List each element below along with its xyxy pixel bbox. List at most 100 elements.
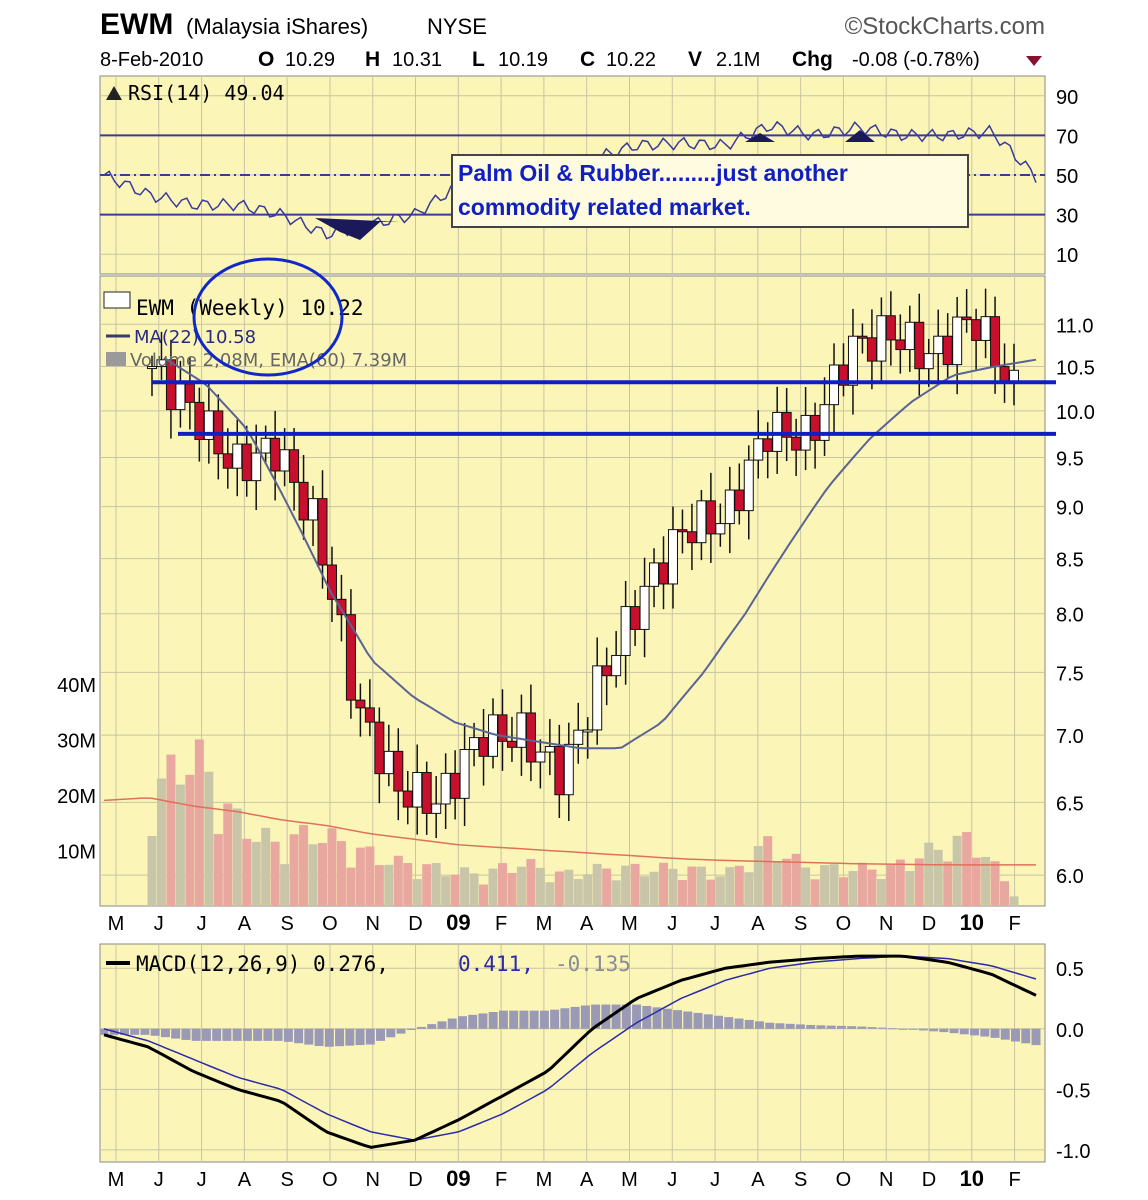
volume-bar: [441, 876, 451, 906]
candle-body: [412, 771, 423, 808]
x-tick-label: J: [154, 1169, 164, 1191]
macd-histogram-bar: [314, 1028, 324, 1047]
candle-body: [895, 339, 906, 351]
rsi-tick-label: 90: [1056, 87, 1078, 109]
macd-histogram-bar: [396, 1028, 406, 1034]
volume-bar: [838, 877, 848, 906]
volume-bar: [365, 846, 375, 906]
macd-histogram-bar: [160, 1028, 170, 1038]
low-label: L: [472, 48, 485, 71]
x-tick-label: 09: [446, 910, 470, 935]
volume-bar: [895, 859, 905, 906]
volume-bar: [801, 867, 811, 906]
volume-bar: [621, 865, 631, 906]
macd-histogram-bar: [1031, 1028, 1041, 1046]
volume-bar: [715, 876, 725, 906]
volume-bar: [251, 841, 261, 906]
x-tick-label: F: [1008, 913, 1020, 935]
macd-histogram-bar: [611, 1004, 621, 1029]
annotation-line-1: Palm Oil & Rubber.........just another: [458, 160, 848, 186]
candle-body: [952, 316, 963, 366]
open-value: 10.29: [285, 49, 335, 71]
macd-histogram-bar: [652, 1007, 662, 1029]
candle-body: [554, 745, 565, 796]
macd-histogram-bar: [580, 1005, 590, 1029]
macd-histogram-bar: [427, 1024, 437, 1029]
candle-body: [383, 750, 394, 775]
macd-histogram-bar: [498, 1010, 508, 1029]
macd-histogram-bar: [806, 1024, 816, 1029]
candle-body: [781, 411, 792, 438]
candle-body: [620, 606, 631, 656]
candle-body: [592, 665, 603, 731]
candle-body: [611, 654, 622, 677]
annotation-line-2: commodity related market.: [458, 194, 751, 220]
x-tick-label: A: [751, 913, 765, 935]
volume-ema-line: [103, 797, 1036, 866]
macd-histogram-bar: [468, 1014, 478, 1029]
macd-histogram-bar: [447, 1018, 457, 1029]
candle-body: [667, 529, 678, 585]
symbol: EWM: [100, 8, 173, 41]
x-tick-label: A: [751, 1169, 765, 1191]
candle-body: [753, 438, 764, 461]
x-tick-label: D: [408, 913, 422, 935]
x-tick-label: S: [794, 913, 807, 935]
volume-bar: [403, 862, 413, 906]
volume-bar: [554, 871, 564, 906]
macd-histogram-bar: [550, 1009, 560, 1029]
volume-bar: [763, 836, 773, 906]
volume-layer: [103, 739, 1036, 906]
macd-histogram-bar: [980, 1028, 990, 1037]
candle-body: [715, 523, 726, 535]
candle-body: [563, 743, 574, 796]
candle-body: [573, 729, 584, 745]
macd-histogram-bar: [457, 1016, 467, 1029]
volume-bar: [346, 867, 356, 906]
ma-legend: MA(22) 10.58: [134, 327, 256, 348]
candle-body: [326, 564, 337, 600]
macd-histogram-bar: [488, 1012, 498, 1029]
macd-histogram-bar: [386, 1028, 396, 1038]
macd-histogram-bar: [816, 1025, 826, 1029]
candle-body: [516, 712, 527, 748]
candle-body: [791, 436, 802, 451]
volume-bar: [820, 865, 830, 906]
candle-body: [677, 529, 688, 533]
macd-histogram-bar: [1021, 1028, 1031, 1044]
candle-body: [961, 316, 972, 321]
rsi-tick-label: 30: [1056, 206, 1078, 228]
volume-bar: [355, 847, 365, 906]
candle-body: [241, 443, 252, 482]
candle-body: [175, 383, 186, 411]
candle-body: [260, 437, 271, 454]
volume-bar: [753, 846, 763, 906]
volume-bar: [204, 771, 214, 906]
macd-histogram-bar: [673, 1010, 683, 1029]
macd-histogram-bar: [263, 1028, 273, 1041]
volume-tick-label: 20M: [57, 786, 96, 808]
macd-histogram-bar: [324, 1028, 334, 1047]
volume-bar: [933, 849, 943, 906]
macd-histogram-bar: [867, 1027, 877, 1029]
macd-histogram-bar: [99, 1028, 109, 1035]
macd-histogram-bar: [693, 1012, 703, 1029]
open-label: O: [258, 48, 274, 71]
x-tick-label: 10: [960, 1166, 984, 1191]
macd-histogram-bar: [898, 1028, 908, 1030]
x-tick-label: D: [922, 913, 936, 935]
volume-bar: [232, 808, 242, 906]
candle-body: [393, 750, 404, 792]
price-tick-label: 9.0: [1056, 498, 1084, 520]
rsi-label: RSI(14) 49.04: [128, 81, 285, 105]
x-tick-label: O: [322, 913, 338, 935]
candle-body: [421, 771, 432, 814]
macd-histogram-bar: [150, 1028, 160, 1036]
histogram-label: -0.135: [555, 952, 631, 976]
price-tick-label: 11.0: [1056, 315, 1093, 337]
macd-histogram-bar: [119, 1028, 129, 1035]
candle-body: [440, 772, 451, 805]
x-tick-label: M: [536, 1169, 553, 1191]
exchange: NYSE: [427, 14, 487, 39]
